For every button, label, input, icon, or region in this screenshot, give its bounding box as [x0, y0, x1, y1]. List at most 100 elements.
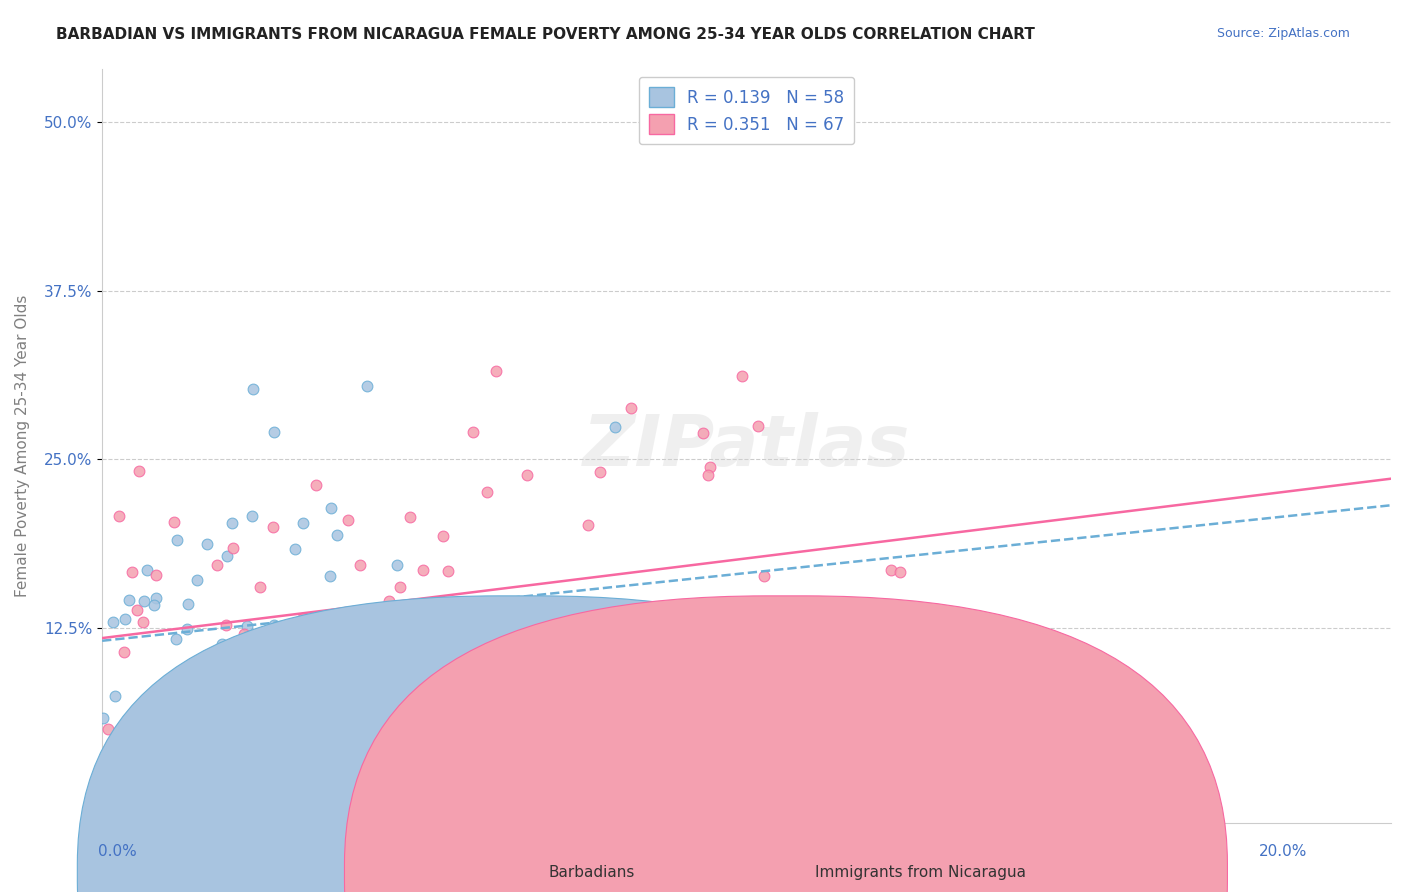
Point [143, 598, 166, 612]
Point [433, 734, 456, 748]
Point [444, 789, 467, 804]
Point [737, 711, 759, 725]
Point [475, 484, 498, 499]
Text: ZIPatlas: ZIPatlas [583, 411, 910, 481]
Text: 0.0%: 0.0% [98, 845, 138, 859]
Text: 20.0%: 20.0% [1260, 845, 1308, 859]
Point [131, 789, 153, 804]
Point [186, 573, 208, 587]
Legend: R = 0.139   N = 58, R = 0.351   N = 67: R = 0.139 N = 58, R = 0.351 N = 67 [638, 77, 855, 145]
Point [266, 684, 288, 698]
Point [112, 645, 135, 659]
Point [422, 643, 444, 657]
Point [132, 615, 155, 630]
Point [441, 723, 464, 738]
Point [389, 580, 412, 594]
Point [121, 565, 143, 579]
Point [256, 632, 278, 646]
Point [211, 637, 233, 651]
Point [238, 662, 260, 676]
Point [135, 723, 157, 737]
Point [399, 510, 422, 524]
Point [132, 594, 155, 608]
Point [889, 565, 911, 579]
Point [378, 593, 401, 607]
Point [413, 610, 436, 624]
Point [356, 378, 378, 392]
Point [118, 592, 141, 607]
Point [163, 515, 186, 529]
Point [432, 773, 454, 788]
Point [205, 558, 228, 573]
Point [453, 613, 475, 627]
Point [731, 369, 754, 384]
Point [382, 765, 405, 780]
Point [620, 401, 643, 416]
Point [321, 734, 343, 748]
Y-axis label: Female Poverty Among 25-34 Year Olds: Female Poverty Among 25-34 Year Olds [15, 295, 30, 597]
Point [145, 591, 167, 605]
Point [249, 580, 271, 594]
Point [430, 603, 453, 617]
Point [311, 634, 333, 648]
Text: Immigrants from Nicaragua: Immigrants from Nicaragua [815, 865, 1026, 880]
Point [215, 618, 238, 632]
Point [163, 789, 186, 804]
Point [349, 558, 371, 572]
Point [221, 516, 243, 531]
Point [108, 508, 131, 523]
Point [141, 789, 163, 804]
Point [589, 466, 612, 480]
Point [461, 425, 484, 439]
Point [166, 533, 188, 547]
Point [401, 772, 423, 787]
Point [576, 517, 599, 532]
Point [127, 603, 149, 617]
Point [502, 637, 524, 651]
Point [292, 611, 315, 625]
Point [478, 617, 501, 632]
Point [177, 598, 200, 612]
Point [659, 676, 682, 690]
Point [270, 648, 292, 662]
Point [752, 569, 775, 583]
Point [591, 603, 613, 617]
Point [290, 642, 312, 657]
Point [489, 613, 512, 627]
Point [93, 778, 115, 792]
Point [218, 661, 240, 675]
Point [366, 691, 388, 706]
Point [385, 558, 408, 572]
Point [176, 623, 198, 637]
Point [285, 630, 308, 644]
Point [453, 596, 475, 610]
Point [606, 612, 628, 626]
Point [118, 717, 141, 731]
Point [367, 635, 389, 649]
Point [485, 364, 508, 378]
Point [215, 549, 238, 563]
Point [281, 706, 304, 721]
Point [284, 542, 307, 557]
Point [253, 681, 276, 695]
Point [191, 749, 214, 764]
Point [699, 459, 721, 474]
Point [326, 528, 349, 542]
Point [697, 467, 720, 482]
Point [685, 648, 707, 662]
Point [530, 598, 553, 612]
Text: BARBADIAN VS IMMIGRANTS FROM NICARAGUA FEMALE POVERTY AMONG 25-34 YEAR OLDS CORR: BARBADIAN VS IMMIGRANTS FROM NICARAGUA F… [56, 27, 1035, 42]
Point [637, 737, 659, 751]
Text: Source: ZipAtlas.com: Source: ZipAtlas.com [1216, 27, 1350, 40]
Point [101, 615, 124, 630]
Point [136, 563, 159, 577]
Point [319, 569, 342, 583]
Point [242, 382, 264, 396]
Point [252, 682, 274, 697]
Point [104, 689, 127, 703]
Point [494, 652, 516, 666]
Point [485, 607, 508, 621]
Point [655, 637, 678, 651]
Point [333, 648, 356, 663]
Point [692, 426, 714, 441]
